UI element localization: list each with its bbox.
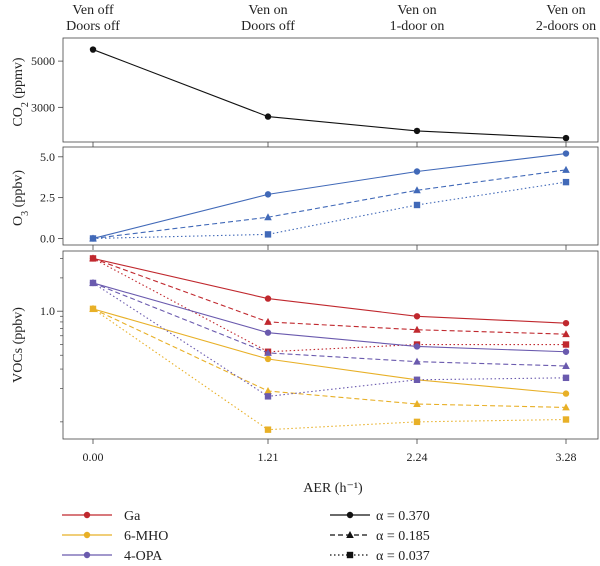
o3-series-2-point-1 [264,231,272,238]
voc-series-4-point-3 [562,403,570,411]
o3-y-tick-label-1: 2.5 [40,191,55,205]
co2-y-tick-label-1: 5000 [31,54,55,68]
co2-series-point-1 [264,113,272,120]
legend-alpha-marker-0 [346,511,354,519]
x-tick-label-1: 1.21 [258,450,279,464]
voc-series-2-point-3 [562,341,570,348]
co2-series-point-2 [413,127,421,135]
co2-series-line [92,49,567,139]
voc-series-8-line [92,282,567,397]
condition-3-line2: 2-doors on [536,19,596,34]
o3-series-1-point-3 [562,165,570,173]
condition-0-line1: Ven off [72,3,114,18]
legend-label-6mho: 6-MHO [124,529,168,544]
voc-series-4-line [92,308,567,408]
condition-3-line1: Ven on [546,3,585,18]
o3-series-2-line [92,181,567,240]
voc-series-3-point-3 [562,390,570,397]
legend-label-4opa: 4-OPA [124,549,163,564]
voc-series-0-point-2 [413,313,421,320]
voc-series-2-line [92,257,566,353]
co2-series-point-0 [89,46,97,53]
o3-series-1-line [92,169,567,240]
voc-series-5-point-3 [562,416,570,423]
voc-series-7-point-3 [562,361,570,369]
o3-series-1-point-2 [413,186,421,194]
x-tick-label-2: 2.24 [407,450,428,464]
voc-series-0-line [92,257,567,324]
voc-series-4-point-2 [413,400,421,408]
legend-swatch-dot-1 [83,531,91,539]
legend-alpha-marker-1 [346,531,354,538]
voc-series-1-point-1 [264,317,272,325]
condition-1-line1: Ven on [248,3,287,18]
voc-series-0-point-1 [264,295,272,302]
voc-series-3-line [92,308,567,395]
voc-series-8-point-0 [89,279,97,287]
voc-series-6-point-2 [413,343,421,350]
legend-label-ga: Ga [124,509,141,524]
x-tick-label-0: 0.00 [83,450,104,464]
voc-series-8-point-3 [562,374,570,382]
co2-series-point-3 [562,134,570,142]
legend-label-alpha-0370: α = 0.370 [376,509,430,524]
legend: Ga 6-MHO 4-OPA α = 0.370 α = 0.185 α = 0… [62,509,430,564]
voc-series-6-point-3 [562,348,570,355]
voc-series-3-point-1 [264,355,272,363]
o3-series-0-line [92,152,567,239]
legend-label-alpha-0037: α = 0.037 [376,549,430,564]
voc-series-5-point-0 [89,305,97,313]
condition-2-line1: Ven on [397,3,436,18]
condition-labels: Ven off Doors off Ven on Doors off Ven o… [66,3,596,34]
voc-series-5-line [92,308,567,431]
voc-series-6-line [92,282,567,353]
o3-series-2-point-2 [413,201,421,209]
voc-series-5-point-2 [413,418,421,426]
voc-y-tick-label-0: 1.0 [40,304,55,318]
condition-2-line2: 1-door on [390,19,445,34]
o3-panel-frame [62,146,599,246]
o3-series-2-point-3 [562,178,570,186]
voc-series-2-point-0 [89,255,97,262]
co2-y-tick-label-0: 3000 [31,100,55,114]
voc-series-6-point-1 [264,329,272,336]
legend-label-alpha-0185: α = 0.185 [376,529,430,544]
o3-series-1-point-1 [264,213,272,221]
voc-series-1-point-3 [562,330,570,338]
x-tick-labels: 0.00 1.21 2.24 3.28 [83,450,577,464]
o3-series-0-point-3 [562,150,570,157]
legend-swatch-dot-0 [83,511,91,519]
voc-series-7-point-2 [413,357,421,365]
voc-series-7-line [92,282,567,367]
o3-y-tick-label-2: 5.0 [40,150,55,164]
o3-series-2-point-0 [89,235,97,242]
legend-swatch-dot-2 [83,551,91,559]
x-tick-label-3: 3.28 [556,450,577,464]
condition-0-line2: Doors off [66,19,120,34]
voc-series-4-point-1 [264,387,272,395]
voc-series-7-point-1 [264,348,272,356]
voc-axis-title: VOCs (ppbv) [11,307,26,383]
voc-series-8-point-1 [264,393,272,400]
voc-series-5-point-1 [264,426,272,433]
legend-alpha-marker-2 [346,551,354,559]
chart-marks: 3000 5000 0.0 2.5 5.0 1.0 [31,46,570,444]
o3-y-tick-label-0: 0.0 [40,231,55,245]
voc-series-1-line [92,257,567,335]
co2-panel-frame [62,37,599,143]
o3-series-0-point-1 [264,191,272,198]
voc-panel-frame [62,250,599,440]
voc-series-0-point-3 [562,319,570,327]
voc-series-1-point-2 [413,325,421,333]
co2-axis-title: CO2 (ppmv) [11,57,31,127]
x-axis-title: AER (h⁻¹) [303,481,363,496]
o3-series-0-point-2 [413,168,421,175]
o3-axis-title: O3 (ppbv) [11,170,31,226]
voc-series-8-point-2 [413,376,421,383]
condition-1-line2: Doors off [241,19,295,34]
